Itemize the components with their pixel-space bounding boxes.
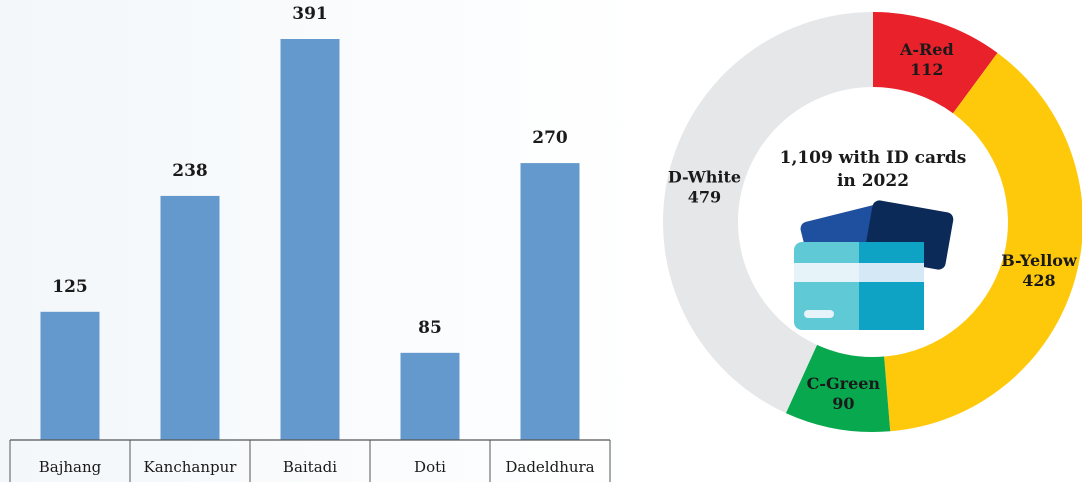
bar-doti <box>400 352 460 440</box>
slice-category-label: D-White <box>668 167 741 186</box>
donut-slice-d-white <box>663 12 873 414</box>
slice-value-label: 428 <box>1022 271 1055 290</box>
bar-value-label: 270 <box>532 128 568 148</box>
bar-value-label: 125 <box>52 277 88 297</box>
id-cards-icon <box>794 200 954 330</box>
slice-value-label: 479 <box>688 187 721 206</box>
category-label: Bajhang <box>39 458 102 476</box>
slice-value-label: 90 <box>832 394 854 413</box>
category-label: Baitadi <box>283 458 337 476</box>
donut-center-title-line-2: in 2022 <box>837 171 909 191</box>
bars-group: 125 238 391 85 270 <box>40 4 580 440</box>
bar-value-label: 85 <box>418 318 442 338</box>
bar-dadeldhura <box>520 163 580 440</box>
bar-chart: 125 238 391 85 270 Bajhang Kanchanpur Baitadi D… <box>9 4 611 482</box>
donut-center-title-line-1: 1,109 with ID cards <box>780 148 967 168</box>
donut-center: 1,109 with ID cards in 2022 <box>780 148 967 330</box>
slice-category-label: A-Red <box>899 40 954 59</box>
category-label: Kanchanpur <box>144 458 238 476</box>
slice-category-label: B-Yellow <box>1001 251 1078 270</box>
donut-slice-b-yellow <box>884 52 1082 432</box>
donut-slice-c-green <box>785 344 891 433</box>
bar-value-label: 238 <box>172 161 208 181</box>
category-label: Dadeldhura <box>505 458 594 476</box>
slice-category-label: C-Green <box>807 374 881 393</box>
category-label: Doti <box>414 458 446 476</box>
bar-kanchanpur <box>160 195 220 440</box>
donut-slice-a-red <box>873 12 998 114</box>
bar-baitadi <box>280 39 340 440</box>
bar-bajhang <box>40 311 100 440</box>
slice-value-label: 112 <box>910 60 943 79</box>
x-axis: Bajhang Kanchanpur Baitadi Doti Dadeldhura <box>9 439 611 482</box>
donut-slices <box>663 12 1082 433</box>
bar-value-label: 391 <box>292 4 328 24</box>
